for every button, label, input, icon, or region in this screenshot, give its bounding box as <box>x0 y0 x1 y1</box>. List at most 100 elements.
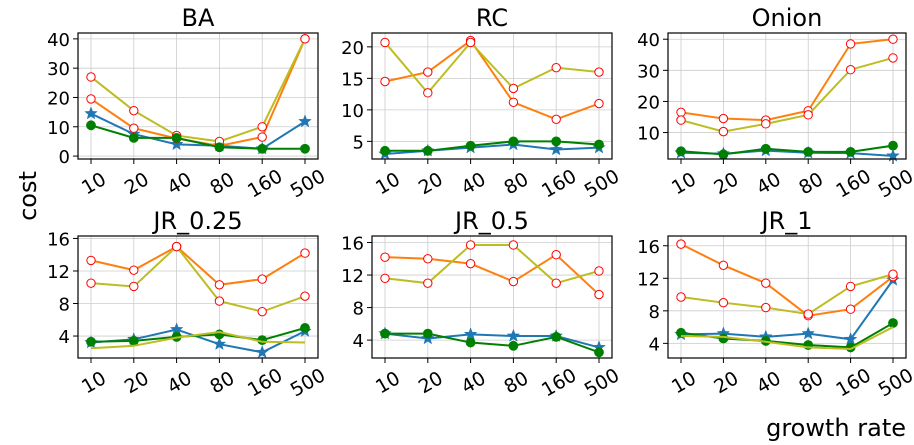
x-tick-label: 20 <box>710 168 742 199</box>
series-line <box>384 40 600 95</box>
series-line <box>90 38 306 143</box>
data-point <box>551 136 562 147</box>
data-point <box>169 137 184 151</box>
y-tick-label: 8 <box>353 299 364 320</box>
data-point <box>549 142 564 156</box>
data-point <box>845 146 856 157</box>
data-point <box>380 273 390 283</box>
y-tick-label: 16 <box>637 237 660 258</box>
data-point <box>506 328 521 342</box>
x-tick-label: 80 <box>795 168 827 199</box>
data-point <box>86 255 96 266</box>
data-point <box>551 114 561 125</box>
series-5 <box>680 326 894 351</box>
data-point <box>508 340 519 351</box>
series-line <box>90 112 306 150</box>
series-4 <box>380 328 604 358</box>
data-point <box>129 281 139 292</box>
series-3 <box>380 240 604 288</box>
data-point <box>508 136 519 147</box>
x-tick-label: 20 <box>121 367 153 398</box>
x-tick-label: 20 <box>121 168 153 199</box>
data-point <box>508 83 519 94</box>
data-point <box>718 113 729 124</box>
subplot-2: 5 10 15 20 10 20 40 80 160 500 RC <box>341 4 623 202</box>
data-point <box>718 260 729 270</box>
x-tick-label: 10 <box>78 367 110 398</box>
data-point <box>84 106 98 120</box>
y-tick-label: 12 <box>637 269 660 290</box>
series-line <box>680 243 894 317</box>
subplot-4: 4 8 12 16 10 20 40 80 160 500 JR_0.25 <box>47 207 329 401</box>
data-point <box>676 327 686 338</box>
data-point <box>465 258 476 269</box>
y-tick-label: 12 <box>341 266 364 287</box>
series-5 <box>90 330 306 350</box>
data-point <box>760 143 771 154</box>
data-point <box>171 241 182 252</box>
series-2 <box>86 241 310 290</box>
y-tick-label: 4 <box>649 334 660 355</box>
x-tick-label: 160 <box>538 165 580 202</box>
data-point <box>845 39 856 49</box>
x-tick-label: 500 <box>287 364 329 401</box>
subplot-title: Onion <box>752 4 823 32</box>
data-point <box>761 119 771 129</box>
data-point <box>594 67 604 77</box>
series-line <box>90 330 306 350</box>
series-2 <box>380 35 604 125</box>
data-point <box>465 140 476 151</box>
x-tick-label: 80 <box>206 168 238 199</box>
data-point <box>129 123 139 133</box>
data-point <box>257 306 267 317</box>
x-tick-label: 10 <box>668 168 700 199</box>
subplot-title: RC <box>476 4 508 32</box>
x-tick-label: 160 <box>244 165 286 202</box>
data-point <box>845 304 856 314</box>
data-point <box>300 34 310 44</box>
data-point <box>888 34 898 44</box>
series-line <box>680 326 894 351</box>
y-tick-label: 20 <box>47 88 70 109</box>
x-tick-label: 20 <box>415 168 447 199</box>
plot-frame <box>667 32 907 160</box>
series-3 <box>676 53 898 137</box>
data-point <box>128 133 139 143</box>
data-point <box>676 239 686 249</box>
series-1 <box>84 106 312 155</box>
data-point <box>380 76 390 87</box>
data-point <box>803 110 813 120</box>
y-tick-label: 30 <box>637 61 660 82</box>
data-point <box>594 98 604 109</box>
subplot-title: JR_0.25 <box>151 207 242 235</box>
data-point <box>423 254 433 264</box>
data-point <box>465 37 476 48</box>
series-line <box>90 124 305 150</box>
data-point <box>212 336 227 351</box>
subplot-3: 10 20 30 40 10 20 40 80 160 500 Onion <box>637 4 914 202</box>
data-point <box>676 115 686 125</box>
data-point <box>300 248 310 258</box>
x-tick-label: 160 <box>832 165 874 202</box>
series-3 <box>86 241 310 317</box>
x-tick-label: 20 <box>415 367 447 398</box>
x-tick-label: 20 <box>710 367 742 398</box>
data-point <box>257 122 267 132</box>
x-tick-label: 80 <box>206 367 238 398</box>
series-line <box>384 243 600 285</box>
x-tick-label: 40 <box>164 168 196 199</box>
data-point <box>594 289 604 300</box>
data-point <box>214 280 225 290</box>
data-point <box>888 318 898 328</box>
x-tick-label: 500 <box>875 364 914 401</box>
data-point <box>676 107 686 118</box>
series-line <box>90 245 306 313</box>
y-tick-label: 15 <box>341 69 364 90</box>
series-4 <box>380 136 604 156</box>
data-point <box>214 142 225 153</box>
plot-frame <box>667 235 907 359</box>
data-point <box>508 240 519 250</box>
subplot-6: 4 8 12 16 10 20 40 80 160 500 JR_1 <box>637 207 914 401</box>
data-point <box>761 302 771 313</box>
